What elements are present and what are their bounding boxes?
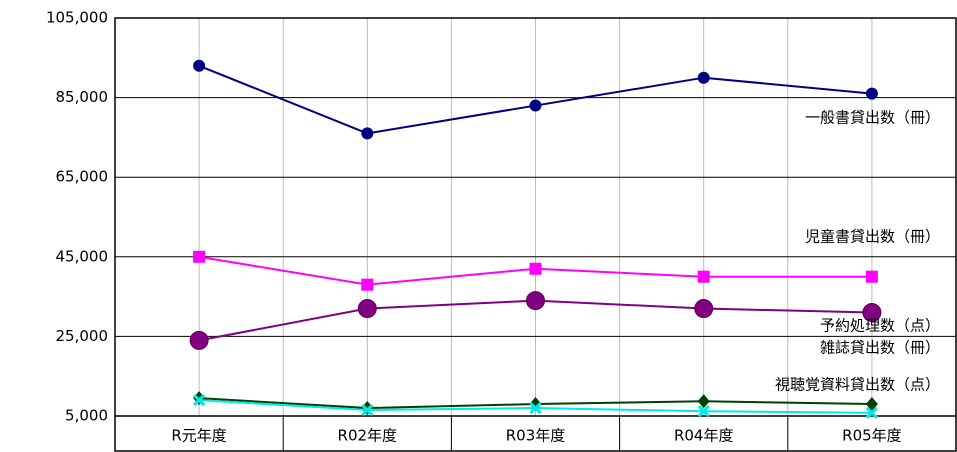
marker [862,303,882,323]
marker [529,262,542,275]
y-tick-label: 25,000 [56,327,109,345]
series-label: 雑誌貸出数（冊） [820,339,940,357]
marker [529,401,542,415]
x-tick-label: R元年度 [171,427,226,445]
y-tick-label: 45,000 [56,247,109,265]
marker [697,71,710,84]
x-tick-label: R03年度 [506,427,566,445]
x-tick-label: R05年度 [842,427,902,445]
marker [865,87,878,100]
marker [361,127,374,140]
series-label: 視聴覚資料貸出数（点） [775,376,940,394]
marker [193,394,206,407]
y-tick-label: 65,000 [56,168,109,186]
marker [865,397,878,412]
marker [529,99,542,112]
series-label: 一般書貸出数（冊） [805,109,940,127]
x-tick-label: R02年度 [338,427,398,445]
y-tick-label: 85,000 [56,88,109,106]
marker [189,330,209,350]
marker [361,278,374,291]
marker [697,405,710,418]
series-label: 予約処理数（点） [820,317,940,335]
marker [694,299,714,319]
marker [697,270,710,283]
marker [193,59,206,72]
series-label: 児童書貸出数（冊） [805,228,940,246]
marker [865,270,878,283]
plot-frame [114,17,957,452]
marker [361,403,374,417]
marker [193,250,206,263]
marker [865,406,878,419]
marker [357,299,377,319]
marker [526,291,545,311]
y-tick-label: 5,000 [65,407,108,425]
x-tick-label: R04年度 [674,427,734,445]
marker [697,394,710,409]
y-tick-label: 105,000 [46,9,108,27]
